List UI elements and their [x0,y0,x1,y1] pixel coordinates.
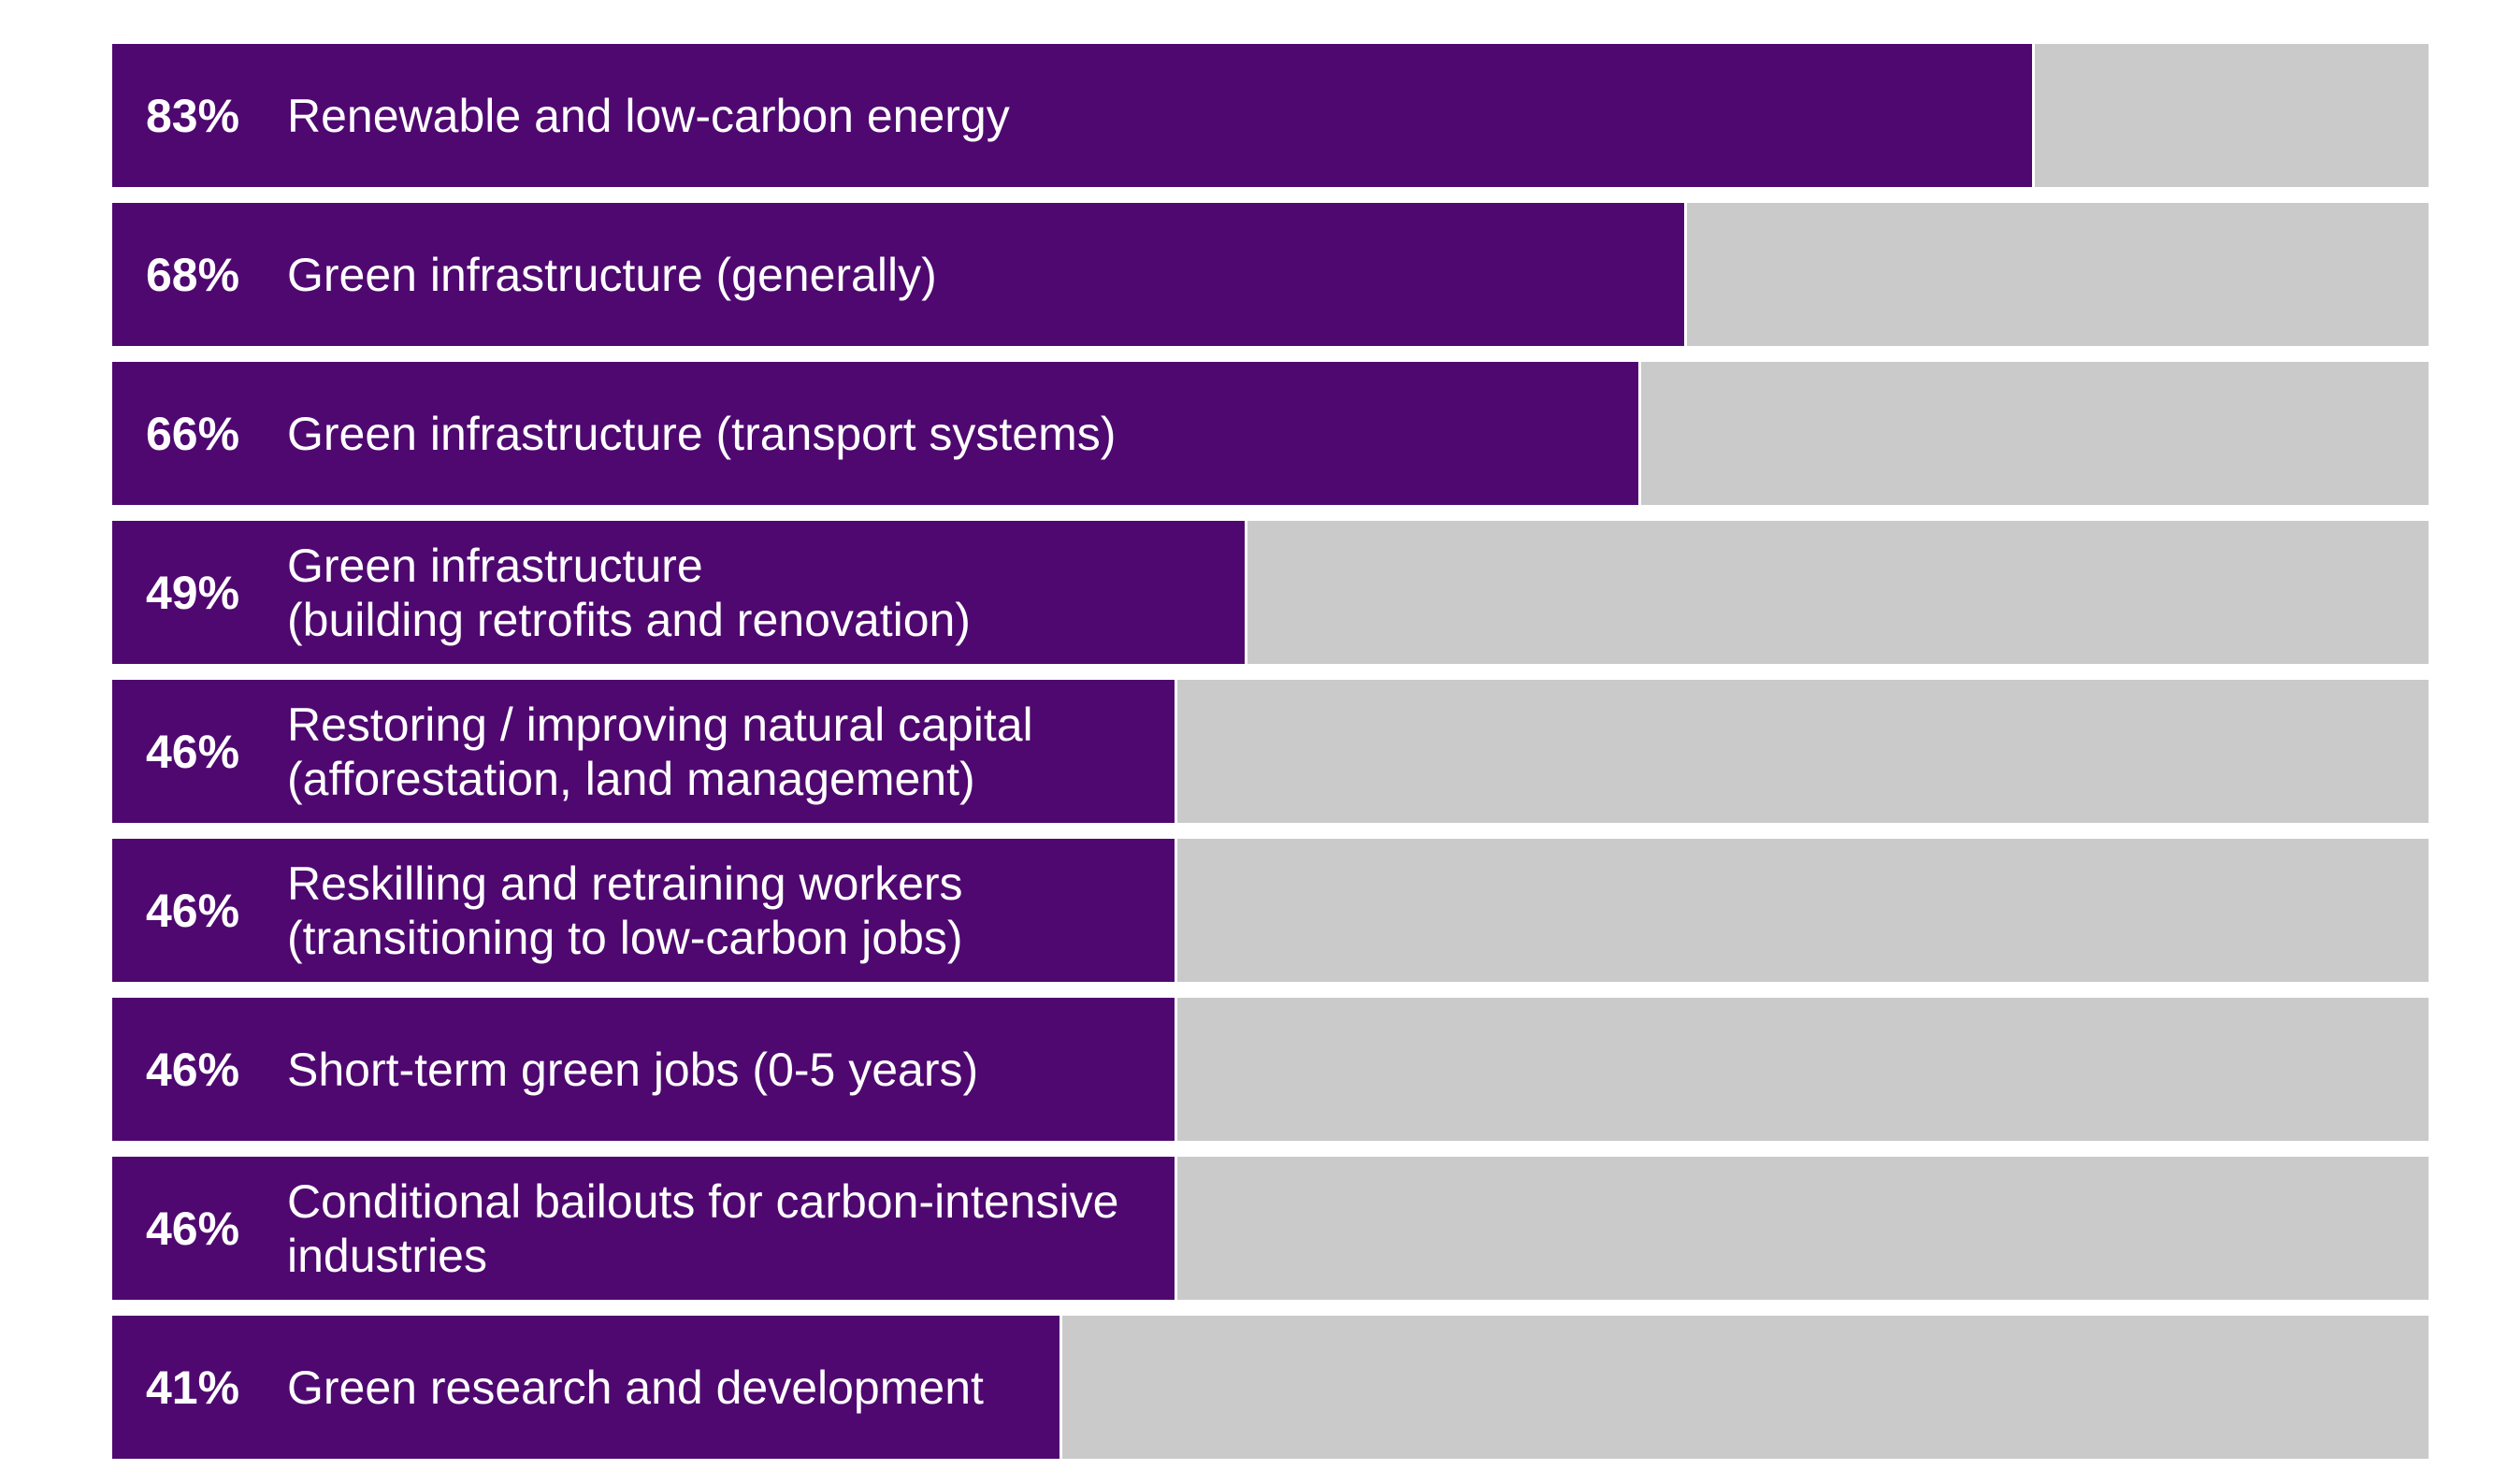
bar-row: 83% Renewable and low-carbon energy [112,44,2429,187]
bar-fill [112,362,1641,505]
bar-fill [112,998,1178,1141]
bar-fill [112,1157,1178,1300]
bar-category-label: Green infrastructure (transport systems) [287,407,1117,460]
bar-fill [112,680,1178,823]
bar-value-label: 46% [146,884,240,937]
bar-row: 46% Reskilling and retraining workers (tr… [112,839,2429,982]
bar-row: 49% Green infrastructure (building retrof… [112,521,2429,664]
bar-row: 68% Green infrastructure (generally) [112,203,2429,346]
bar-category-label: Conditional bailouts for carbon-intensiv… [287,1174,1119,1282]
bar-fill [112,839,1178,982]
bar-category-label: Restoring / improving natural capital (a… [287,698,1033,805]
bar-value-label: 46% [146,725,240,778]
bar-value-label: 46% [146,1202,240,1255]
bar-value-label: 66% [146,407,240,460]
bar-category-label: Green research and development [287,1361,984,1414]
bar-category-label: Green infrastructure (generally) [287,248,937,301]
bar-row: 66% Green infrastructure (transport syste… [112,362,2429,505]
bar-value-label: 83% [146,89,240,142]
bar-value-label: 46% [146,1043,240,1096]
bar-category-label: Reskilling and retraining workers (trans… [287,857,963,964]
bar-row: 46% Conditional bailouts for carbon-inten… [112,1157,2429,1300]
bar-fill [112,521,1247,664]
bar-category-label: Short-term green jobs (0-5 years) [287,1043,979,1096]
bar-category-label: Renewable and low-carbon energy [287,89,1010,142]
bar-row: 46% Short-term green jobs (0-5 years) [112,998,2429,1141]
bar-fill [112,1316,1062,1459]
bar-value-label: 68% [146,248,240,301]
bar-value-label: 41% [146,1361,240,1414]
horizontal-bar-chart: 83% Renewable and low-carbon energy 68% Gre… [112,44,2429,1475]
bar-fill [112,44,2035,187]
bar-value-label: 49% [146,566,240,619]
bar-row: 41% Green research and development [112,1316,2429,1459]
bar-fill [112,203,1688,346]
bar-row: 46% Restoring / improving natural capital… [112,680,2429,823]
bar-category-label: Green infrastructure (building retrofits… [287,539,971,646]
